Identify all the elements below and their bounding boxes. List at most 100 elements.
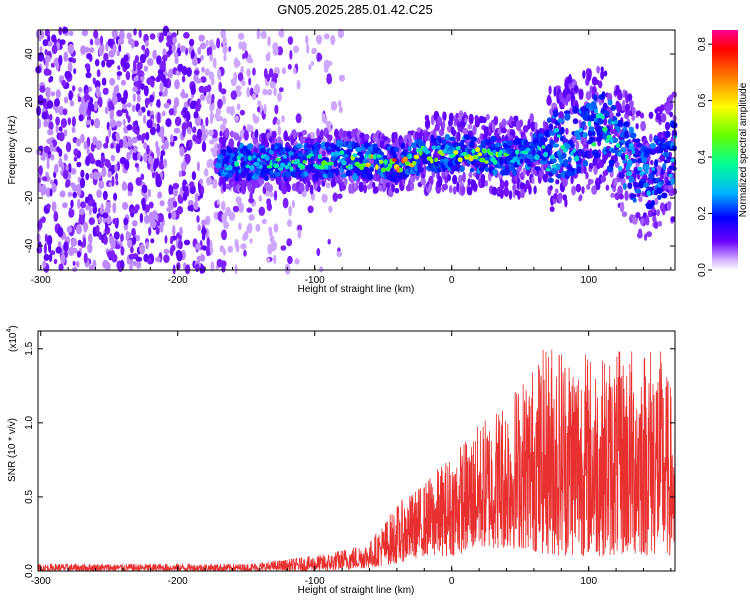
- spectrogram-band-halo: [549, 185, 553, 191]
- spectrogram-noise-blob: [221, 95, 226, 105]
- spectrogram-band-core: [631, 149, 636, 155]
- spectrogram-noise-blob: [84, 63, 91, 70]
- colorbar-tick-label: 0.2: [697, 206, 708, 220]
- spectrogram-band-core: [488, 152, 494, 156]
- spectrogram-noise-blob: [186, 126, 192, 135]
- spectrogram-noise-blob: [147, 257, 152, 265]
- spectrogram-noise-blob: [122, 201, 129, 210]
- spectrogram-noise-blob: [87, 103, 95, 112]
- spectrogram-band-halo: [664, 121, 671, 131]
- spectrogram-band-halo: [596, 65, 600, 74]
- spectrogram-noise-blob: [72, 191, 77, 199]
- spectrogram-band-halo: [484, 180, 489, 187]
- spectrogram-noise-blob: [102, 87, 109, 96]
- spectrogram-noise-blob: [65, 141, 72, 153]
- spectrogram-noise-blob: [106, 215, 112, 225]
- spectrogram-noise-blob: [246, 68, 251, 78]
- spectrogram-band-halo: [387, 138, 391, 143]
- spectrogram-band-halo: [528, 184, 532, 195]
- spectrogram-noise-blob: [129, 148, 133, 156]
- spectrogram-band-halo: [585, 91, 592, 101]
- spectrogram-noise-blob: [98, 180, 105, 190]
- spectrogram-noise-blob: [60, 190, 65, 197]
- spectrogram-noise-blob: [188, 139, 193, 149]
- spectrogram-noise-blob: [219, 123, 227, 132]
- spectrogram-noise-blob: [248, 77, 252, 86]
- spectrogram-band-mid: [562, 159, 569, 167]
- spectrogram-noise-blob: [97, 171, 102, 179]
- spectrogram-band-halo: [424, 120, 430, 129]
- spectrogram-noise-blob: [155, 227, 160, 235]
- spectrogram-band-halo: [372, 181, 376, 189]
- spectrogram-noise-blob: [206, 159, 211, 168]
- spectrogram-band-halo: [542, 173, 549, 183]
- spectrogram-band-core: [247, 155, 252, 161]
- spectrogram-noise-blob: [120, 233, 124, 242]
- spectrogram-band-halo: [628, 100, 634, 108]
- spectrogram-band-core: [295, 158, 301, 164]
- spectrogram-noise-blob: [280, 28, 285, 38]
- spectrogram-band-halo: [640, 120, 646, 132]
- spectrogram-noise-blob: [282, 197, 289, 209]
- spectrogram-x-label: Height of straight line (km): [298, 284, 415, 295]
- spectrogram-band-mid: [564, 113, 571, 121]
- spectrogram-band-mid: [444, 133, 450, 141]
- spectrogram-band-mid: [602, 146, 608, 155]
- spectrogram-noise-blob: [48, 77, 52, 83]
- spectrogram-noise-blob: [96, 189, 102, 199]
- spectrogram-band-halo: [614, 161, 620, 169]
- spectrogram-noise-blob: [157, 112, 161, 124]
- spectrogram-noise-blob: [119, 29, 125, 41]
- spectrogram-noise-blob: [111, 94, 118, 106]
- spectrogram-band-mid: [601, 91, 606, 100]
- spectrogram-band-mid: [337, 140, 344, 148]
- spectrogram-noise-blob: [116, 161, 121, 172]
- spectrogram-band-halo: [353, 182, 357, 190]
- spectrogram-noise-blob: [168, 108, 175, 116]
- spectrogram-noise-blob: [305, 35, 309, 45]
- spectrogram-noise-blob: [82, 237, 87, 248]
- spectrogram-noise-blob: [63, 96, 69, 104]
- spectrogram-noise-blob: [182, 126, 186, 138]
- spectrogram-noise-blob: [132, 86, 139, 93]
- spectrogram-noise-blob: [93, 118, 101, 129]
- spectrogram-noise-blob: [323, 66, 329, 73]
- spectrogram-noise-blob: [226, 106, 231, 114]
- spectrogram-noise-blob: [221, 229, 228, 241]
- spectrogram-noise-blob: [248, 214, 255, 221]
- spectrogram-noise-blob: [80, 201, 87, 209]
- spectrogram-band-halo: [650, 159, 654, 166]
- spectrogram-band-mid: [364, 166, 370, 175]
- spectrogram-noise-blob: [85, 196, 89, 204]
- spectrogram-band-mid: [305, 143, 313, 149]
- spectrogram-noise-blob: [207, 129, 214, 137]
- spectrogram-band-halo: [654, 197, 659, 206]
- spectrogram-noise-blob: [163, 102, 170, 109]
- spectrogram-noise-blob: [271, 73, 279, 79]
- spectrogram-band-halo: [472, 124, 477, 136]
- spectrogram-noise-blob: [94, 37, 101, 46]
- spectrogram-noise-blob: [237, 32, 245, 40]
- spectrogram-noise-blob: [139, 53, 146, 64]
- spectrogram-noise-blob: [184, 153, 191, 164]
- spectrogram-band-halo: [621, 211, 628, 218]
- spectrogram-noise-blob: [51, 34, 57, 43]
- spectrogram-noise-blob: [78, 215, 85, 225]
- spectrogram-noise-blob: [53, 211, 59, 222]
- spectrogram-noise-blob: [58, 263, 64, 272]
- spectrogram-noise-blob: [144, 204, 150, 213]
- spectrogram-noise-blob: [149, 94, 155, 103]
- spectrogram-noise-blob: [266, 198, 272, 206]
- spectrogram-band-core: [594, 108, 599, 114]
- spectrogram-noise-blob: [129, 263, 133, 271]
- spectrogram-band-core: [570, 151, 574, 157]
- spectrogram-noise-blob: [291, 200, 295, 209]
- spectrogram-noise-blob: [172, 200, 178, 208]
- figure-title: GN05.2025.285.01.42.C25: [277, 2, 432, 17]
- spectrogram-noise-blob: [88, 206, 92, 216]
- spectrogram-band-mid: [629, 132, 637, 139]
- spectrogram-band-core: [375, 164, 379, 170]
- spectrogram-noise-blob: [148, 226, 152, 236]
- spectrogram-noise-blob: [159, 200, 165, 207]
- spectrogram-noise-blob: [218, 81, 223, 93]
